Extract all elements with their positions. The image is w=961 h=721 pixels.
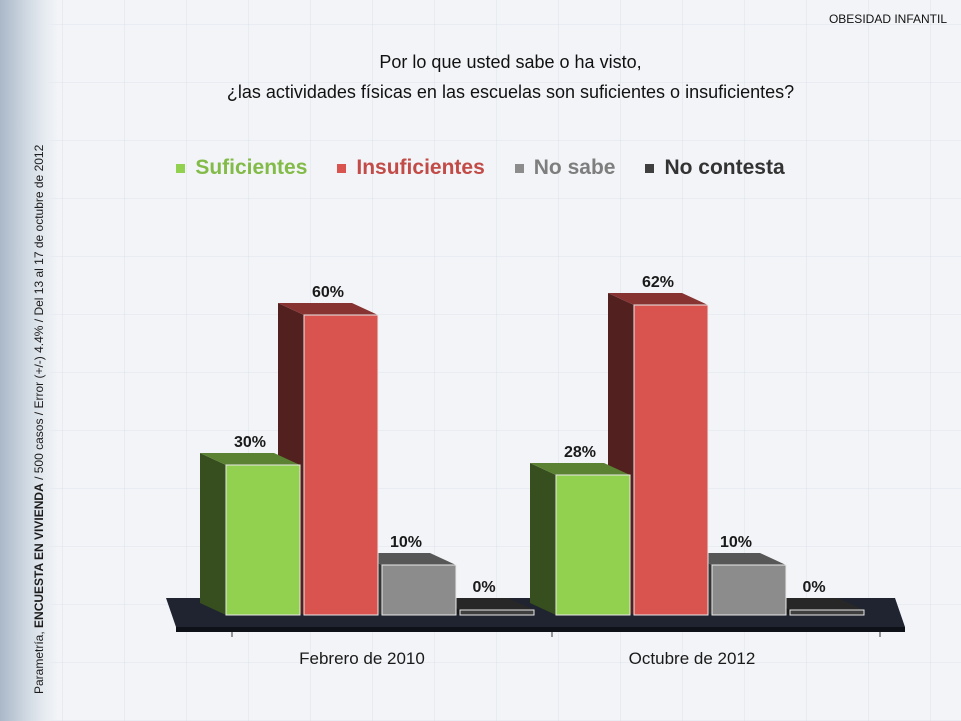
x-tick-label-1: Febrero de 2010 xyxy=(299,649,425,668)
legend-label-suficientes: Suficientes xyxy=(195,156,308,179)
bar-top-insuficientes-1 xyxy=(278,303,378,315)
chart-title-line1: Por lo que usted sabe o ha visto, xyxy=(379,52,642,72)
legend-item-no-contesta: No contesta xyxy=(645,156,785,180)
bar-top-no-sabe-2 xyxy=(686,553,786,565)
legend-swatch-insuficientes xyxy=(337,163,347,173)
bar-side-suficientes-1 xyxy=(200,453,226,615)
legend-swatch-no-sabe xyxy=(514,163,524,173)
data-label-insuficientes-2: 62% xyxy=(642,274,674,291)
data-label-insuficientes-1: 60% xyxy=(312,284,344,301)
bar-top-no-sabe-1 xyxy=(356,553,456,565)
chart-title-line2: ¿las actividades físicas en las escuelas… xyxy=(226,82,795,102)
bar-top-suficientes-1 xyxy=(200,453,300,465)
data-label-no-sabe-2: 10% xyxy=(720,534,752,551)
data-label-no-contesta-2: 0% xyxy=(802,579,825,596)
side-strip xyxy=(0,0,58,721)
data-label-no-sabe-1: 10% xyxy=(390,534,422,551)
bar-top-no-contesta-2 xyxy=(764,598,864,610)
legend-item-insuficientes: Insuficientes xyxy=(337,156,485,180)
bar-no-contesta-1 xyxy=(459,609,535,616)
bar-no-sabe-1 xyxy=(381,564,457,616)
legend-label-insuficientes: Insuficientes xyxy=(356,156,485,179)
section-tag: OBESIDAD INFANTIL xyxy=(828,12,947,26)
x-tick-label-2: Octubre de 2012 xyxy=(629,649,756,668)
legend-swatch-no-contesta xyxy=(645,163,655,173)
bar-insuficientes-2 xyxy=(633,304,709,616)
chart-floor-edge xyxy=(176,627,905,632)
bar-side-suficientes-2 xyxy=(530,463,556,615)
bar-suficientes-2 xyxy=(555,474,631,616)
bar-insuficientes-1 xyxy=(303,314,379,616)
bar-suficientes-1 xyxy=(225,464,301,616)
bar-top-suficientes-2 xyxy=(530,463,630,475)
data-label-no-contesta-1: 0% xyxy=(472,579,495,596)
legend-label-no-sabe: No sabe xyxy=(533,156,616,179)
data-label-suficientes-1: 30% xyxy=(234,434,266,451)
bar-no-sabe-2 xyxy=(711,564,787,616)
legend-item-suficientes: Suficientes xyxy=(176,156,307,180)
bar-no-contesta-2 xyxy=(789,609,865,616)
bar-top-no-contesta-1 xyxy=(434,598,534,610)
legend-swatch-suficientes xyxy=(176,163,186,173)
chart-legend: Suficientes Insuficientes No sabe No con… xyxy=(0,156,961,180)
data-label-suficientes-2: 28% xyxy=(564,444,596,461)
bar-top-insuficientes-2 xyxy=(608,293,708,305)
legend-label-no-contesta: No contesta xyxy=(664,156,785,179)
legend-item-no-sabe: No sabe xyxy=(514,156,616,180)
